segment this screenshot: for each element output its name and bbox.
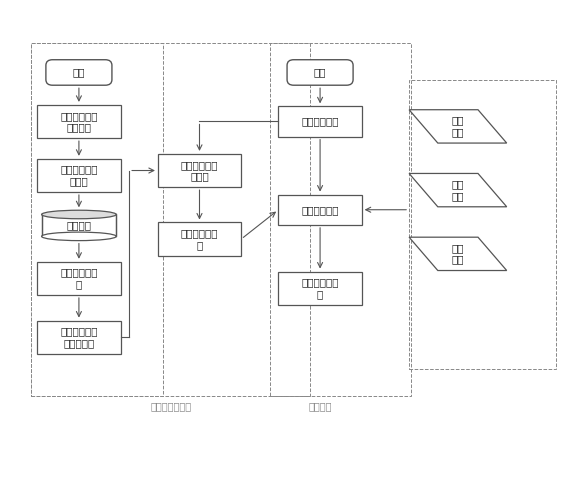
Bar [31, 43, 310, 396]
Bar [42, 214, 116, 236]
Text: 试验样本: 试验样本 [66, 220, 91, 230]
Polygon shape [409, 174, 507, 207]
Bar [279, 272, 362, 305]
Text: 切削力预测神
经网络: 切削力预测神 经网络 [181, 160, 218, 181]
Text: 设计
变量: 设计 变量 [452, 115, 464, 137]
Bar [279, 195, 362, 225]
Bar [38, 159, 121, 192]
Text: 特征切削力约
束: 特征切削力约 束 [181, 228, 218, 250]
Bar [38, 262, 121, 295]
Text: 约束
函数: 约束 函数 [452, 179, 464, 201]
Bar [31, 43, 163, 396]
Bar [279, 106, 362, 137]
Text: 特征尺寸参数: 特征尺寸参数 [301, 116, 339, 127]
Text: 遗传算法优化: 遗传算法优化 [301, 205, 339, 215]
Text: 开始: 开始 [73, 68, 85, 77]
Polygon shape [409, 110, 507, 143]
Text: 开始: 开始 [314, 68, 327, 77]
Text: 优化
目标: 优化 目标 [452, 243, 464, 265]
Text: 形成切削力试
验样本: 形成切削力试 验样本 [60, 165, 98, 186]
Ellipse shape [42, 232, 116, 241]
Bar [158, 154, 241, 187]
Bar [409, 80, 556, 369]
FancyBboxPatch shape [287, 60, 353, 85]
Polygon shape [409, 237, 507, 271]
Bar [38, 320, 121, 354]
Bar [38, 105, 121, 138]
Text: 切削力约束预测: 切削力约束预测 [150, 401, 192, 411]
Text: 优化的切削参
数: 优化的切削参 数 [301, 278, 339, 299]
Text: 提炼特征刚性
影响因素: 提炼特征刚性 影响因素 [60, 111, 98, 132]
Text: 优化算法: 优化算法 [308, 401, 332, 411]
Bar [158, 222, 241, 256]
FancyBboxPatch shape [46, 60, 112, 85]
Text: 构建切削力预
测神经网络: 构建切削力预 测神经网络 [60, 326, 98, 348]
Ellipse shape [42, 210, 116, 219]
Text: 特征切削力试
验: 特征切削力试 验 [60, 268, 98, 289]
Bar [270, 43, 411, 396]
